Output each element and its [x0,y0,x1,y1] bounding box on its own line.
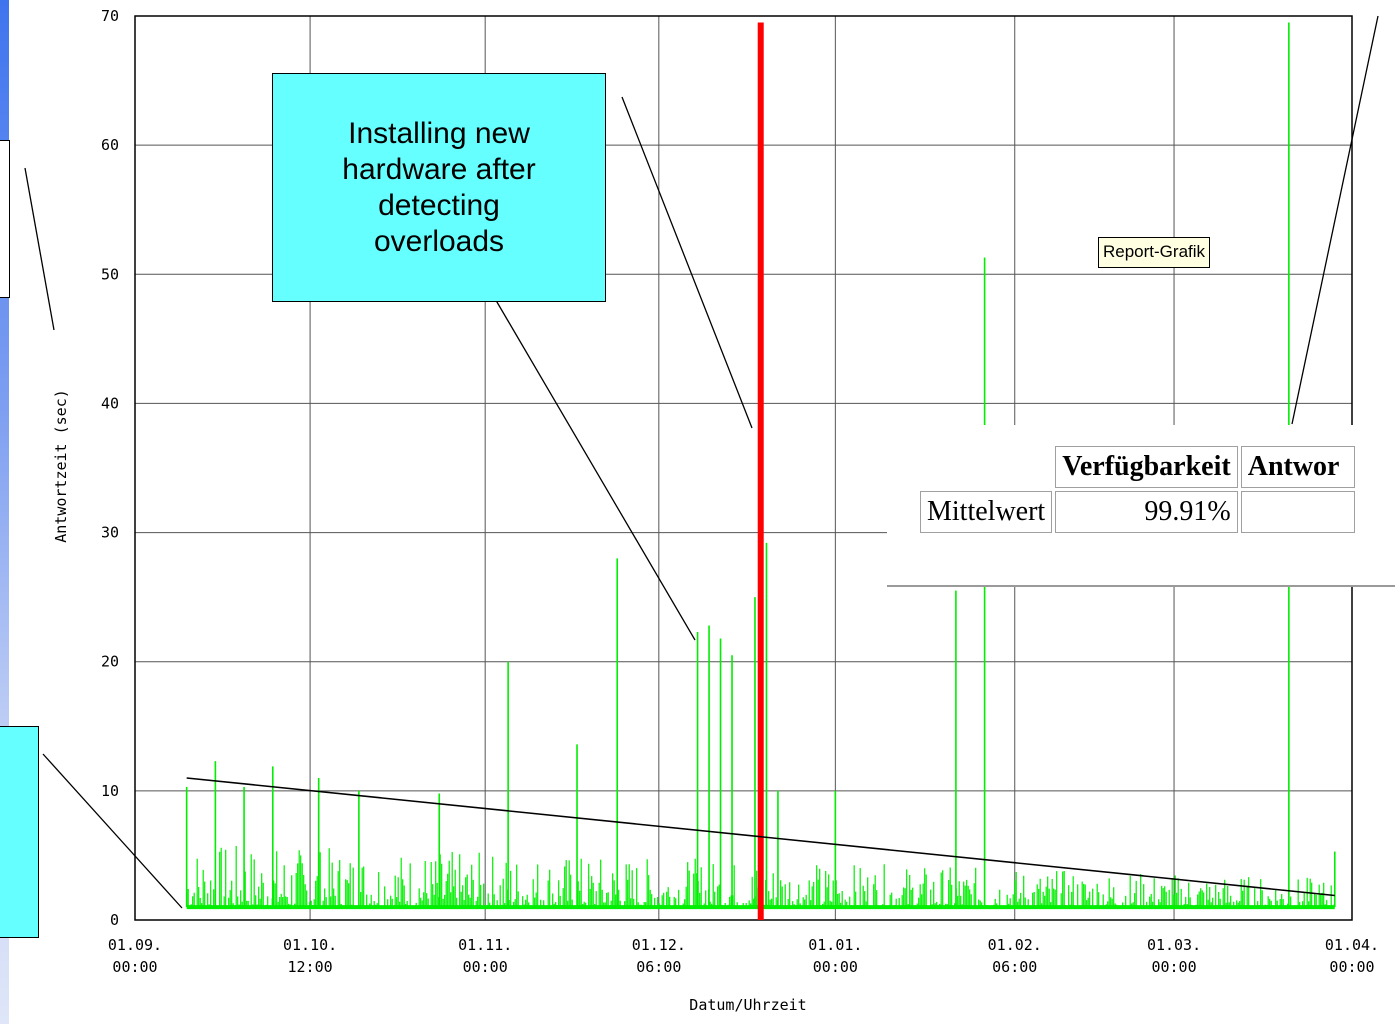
y-tick-label: 40 [101,394,119,412]
y-tick-labels: 0 10 20 30 40 50 60 70 [101,7,119,929]
table-cell: Mittelwert [920,491,1053,533]
callout-line: Installing new [348,116,530,150]
left-callout-box-bottom [0,726,39,938]
x-tick-label: 01.03. [1147,936,1201,954]
callout-leader-line [1291,15,1379,425]
table-header-row: Verfügbarkeit Antwor [920,446,1355,488]
x-tick-label: 06:00 [636,958,681,976]
stats-panel: Verfügbarkeit Antwor Mittelwert 99.91% [887,425,1395,587]
left-decor-strip [0,0,9,1024]
x-tick-label: 06:00 [992,958,1037,976]
callout-text: Installing new hardware after detecting … [342,116,535,260]
table-row: Mittelwert 99.91% [920,491,1355,533]
x-tick-labels: 01.09. 00:00 01.10. 12:00 01.11. 00:00 01.12. 0… [108,936,1379,976]
x-tick-label: 01.11. [458,936,512,954]
x-tick-label: 01.04. [1325,936,1379,954]
callout-line: hardware after [342,152,536,186]
x-tick-label: 00:00 [112,958,157,976]
x-tick-label: 00:00 [1151,958,1196,976]
x-axis-title: Datum/Uhrzeit [689,996,806,1014]
left-callout-box-top [0,140,10,298]
x-tick-label: 01.01. [808,936,862,954]
callout-leader-lines [24,15,1379,909]
callout-line: detecting [378,188,500,222]
x-tick-label: 00:00 [1329,958,1374,976]
table-header-cell: Verfügbarkeit [1055,446,1238,488]
y-tick-label: 70 [101,7,119,25]
x-tick-label: 01.10. [283,936,337,954]
x-tick-label: 00:00 [813,958,858,976]
table-header-cell [920,446,1052,488]
x-tick-label: 12:00 [288,958,333,976]
callout-leader-line [486,284,696,641]
y-tick-label: 10 [101,782,119,800]
x-tick-label: 01.09. [108,936,162,954]
callout-leader-line [24,167,55,331]
trend-line [186,777,1335,897]
y-tick-label: 60 [101,136,119,154]
callout-leader-line [621,96,753,429]
annotation-callout: Installing new hardware after detecting … [272,73,606,302]
callout-leader-line [42,753,183,909]
y-tick-label: 50 [101,265,119,283]
x-tick-label: 01.12. [632,936,686,954]
x-tick-label: 00:00 [463,958,508,976]
stats-table: Verfügbarkeit Antwor Mittelwert 99.91% [917,443,1358,536]
tooltip: Report-Grafik [1098,237,1211,268]
table-cell [1240,491,1355,533]
x-tick-label: 01.02. [988,936,1042,954]
table-header-cell: Antwor [1240,446,1355,488]
table-cell: 99.91% [1055,491,1238,533]
callout-line: overloads [373,224,505,258]
y-tick-label: 20 [101,653,119,671]
y-tick-label: 0 [110,911,119,929]
y-tick-label: 30 [101,524,119,542]
y-axis-title: Antwortzeit (sec) [52,389,70,543]
